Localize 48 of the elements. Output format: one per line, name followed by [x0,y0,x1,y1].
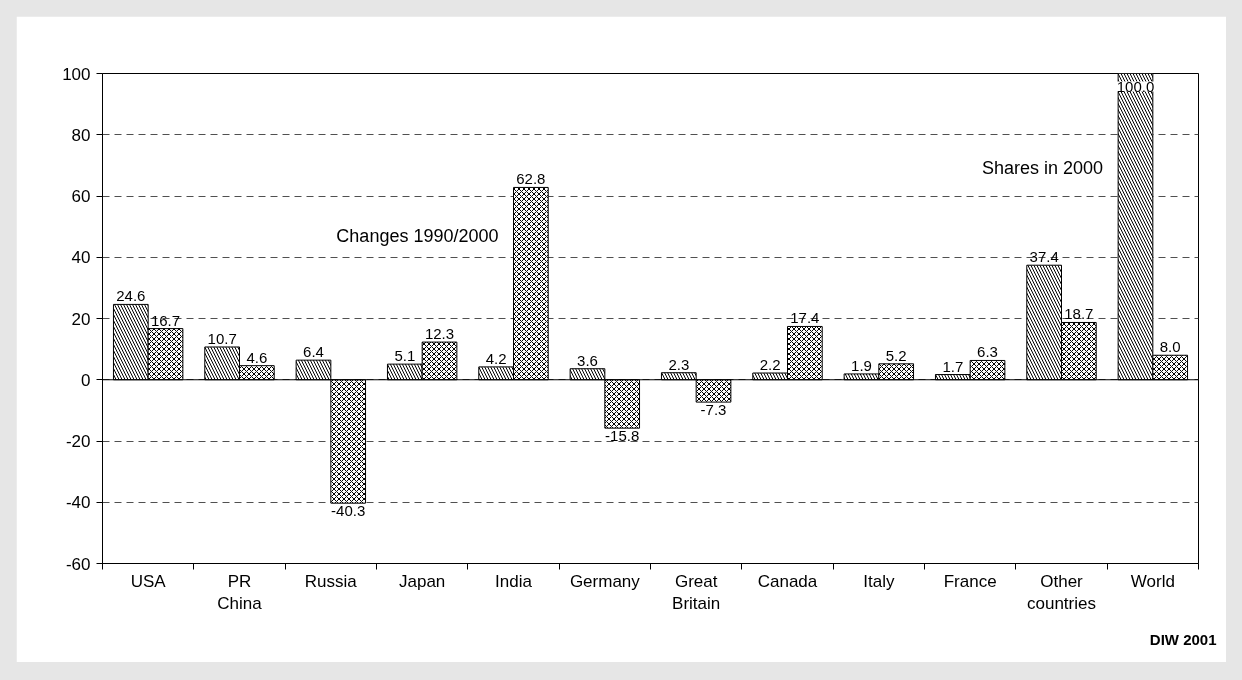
data-label: 12.3 [424,325,455,343]
x-tick-label: Germany [569,571,641,591]
x-tick-label: Russia [304,571,358,591]
text: DIW 2001 [1149,630,1217,648]
y-tick-label: -60 [65,554,91,574]
x-tick-label: Italy [863,571,895,591]
data-label: -40.3 [331,502,366,520]
data-label: 24.6 [116,287,146,305]
data-label: 5.2 [885,346,907,364]
x-tick-label: France [943,571,997,591]
x-tick-label: Canada [757,571,818,591]
y-tick-label: 60 [71,187,91,206]
y-tick-label: 20 [71,309,91,329]
data-label: -7.3 [700,401,727,419]
data-label: 10.7 [207,329,237,347]
x-tick-label: Great Britain [672,571,721,614]
data-label: 17.4 [790,309,820,327]
data-label: 37.4 [1029,248,1059,266]
x-tick-label: USA [130,571,167,591]
data-label: 16.7 [150,311,181,329]
data-label: 4.2 [485,349,507,367]
data-label: 2.3 [668,355,690,373]
x-tick-label: Other countries [1027,571,1096,614]
data-label: 5.1 [394,347,416,365]
data-label: 4.6 [246,348,268,366]
data-label: 2.2 [759,356,781,374]
y-tick-label: -20 [65,432,91,451]
x-tick-label: India [495,571,533,591]
data-label: 1.7 [942,357,964,375]
x-tick-label: PR China [217,571,263,614]
x-tick-label: Japan [399,571,446,591]
data-label: -15.8 [605,427,640,445]
y-tick-label: 0 [81,370,91,390]
y-tick-label: 40 [71,248,91,268]
y-tick-label: 80 [71,125,91,145]
x-tick-label: World [1130,571,1175,591]
data-label: 1.9 [851,356,872,374]
data-label: 3.6 [577,351,598,369]
data-label: 18.7 [1064,305,1094,323]
data-label: 62.8 [516,170,546,188]
data-label: 6.4 [303,343,324,361]
y-tick-label: 100 [62,64,91,84]
data-label: 8.0 [1159,338,1181,356]
series-label: Changes 1990/2000 [336,225,499,246]
data-label: 100.0 [1116,77,1155,95]
data-label: 6.3 [977,343,998,361]
y-tick-label: -40 [65,493,91,513]
series-label: Shares in 2000 [982,158,1104,179]
